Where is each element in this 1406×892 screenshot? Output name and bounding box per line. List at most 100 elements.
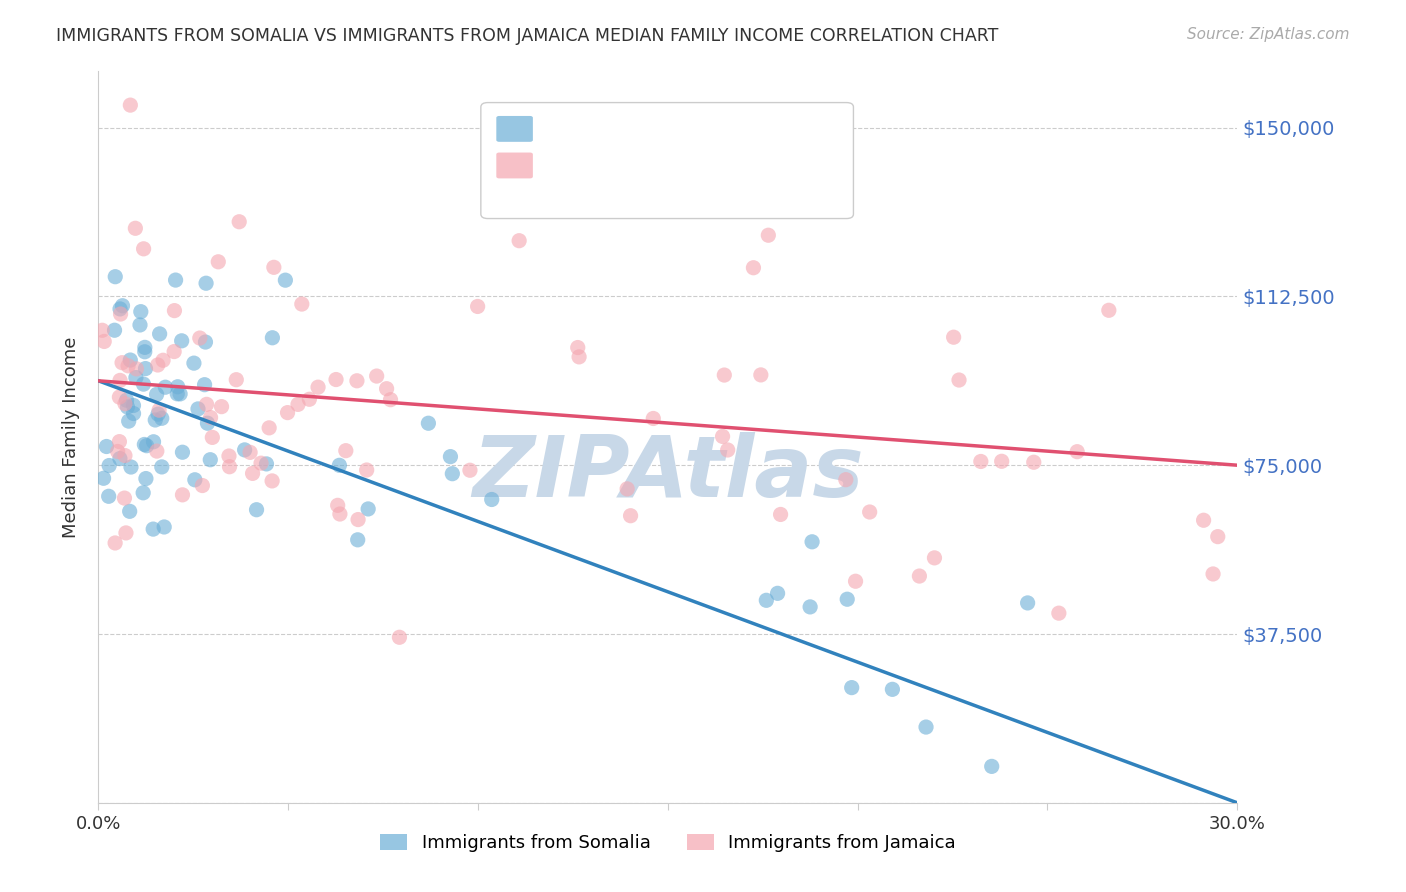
Point (201, 430, 224, 444)
Point (441, 467, 464, 481)
Point (134, 361, 156, 376)
Point (882, 682, 904, 697)
Point (143, 413, 166, 427)
Point (146, 358, 169, 372)
Point (107, 444, 129, 458)
Point (568, 350, 591, 364)
Point (418, 416, 440, 430)
Point (110, 307, 132, 321)
Point (756, 228, 779, 243)
Point (567, 341, 589, 355)
Point (1066, 444, 1088, 458)
Point (439, 450, 461, 464)
Text: IMMIGRANTS FROM SOMALIA VS IMMIGRANTS FROM JAMAICA MEDIAN FAMILY INCOME CORRELAT: IMMIGRANTS FROM SOMALIA VS IMMIGRANTS FR… (56, 27, 998, 45)
Point (148, 403, 170, 417)
Point (616, 482, 638, 496)
Point (1047, 606, 1070, 620)
Point (717, 442, 740, 457)
Point (125, 370, 148, 384)
Point (111, 299, 134, 313)
Point (239, 445, 262, 459)
Point (115, 393, 138, 408)
Point (388, 630, 411, 644)
Point (169, 387, 191, 401)
Point (165, 273, 187, 287)
Point (380, 392, 402, 407)
Point (211, 400, 233, 414)
Point (120, 98, 142, 112)
Point (129, 304, 152, 318)
Point (766, 586, 789, 600)
Point (124, 221, 146, 235)
Point (135, 439, 157, 453)
Point (915, 720, 938, 734)
Point (1022, 455, 1045, 469)
Point (117, 359, 139, 373)
Point (347, 512, 370, 526)
Point (134, 344, 156, 359)
Point (835, 473, 858, 487)
Point (207, 254, 229, 268)
Point (837, 592, 859, 607)
Point (170, 334, 193, 348)
Point (103, 323, 125, 337)
Point (990, 454, 1012, 468)
Point (120, 460, 142, 475)
Point (132, 377, 155, 392)
Point (742, 260, 765, 275)
Point (329, 507, 352, 521)
Point (801, 534, 824, 549)
Point (166, 380, 188, 394)
Point (328, 458, 350, 473)
Point (146, 444, 169, 458)
Point (93, 334, 115, 349)
Point (115, 525, 138, 540)
Point (194, 334, 217, 349)
Point (307, 380, 329, 394)
Point (357, 502, 380, 516)
Point (467, 300, 489, 314)
Point (197, 416, 219, 430)
Point (150, 411, 173, 425)
Point (256, 457, 278, 471)
Point (129, 318, 152, 332)
Point (142, 522, 165, 536)
Point (120, 353, 142, 368)
Point (755, 593, 778, 607)
Point (458, 463, 481, 477)
Text: R = -0.238   N = 89: R = -0.238 N = 89 (538, 156, 716, 174)
Point (225, 373, 247, 387)
Point (125, 362, 148, 376)
Point (134, 437, 156, 451)
Point (163, 344, 186, 359)
Point (93, 471, 115, 485)
Point (111, 356, 134, 370)
Point (942, 330, 965, 344)
Point (335, 443, 357, 458)
Point (108, 434, 131, 449)
Point (287, 397, 309, 411)
Point (98, 458, 121, 473)
Point (163, 303, 186, 318)
Point (135, 472, 157, 486)
Point (713, 368, 735, 382)
Point (195, 277, 218, 291)
Text: R = -0.634   N = 74: R = -0.634 N = 74 (538, 120, 716, 137)
Point (142, 434, 165, 449)
Point (769, 508, 792, 522)
Point (274, 273, 297, 287)
Point (245, 502, 267, 516)
Text: ZIPAtlas: ZIPAtlas (472, 432, 863, 516)
Point (108, 373, 131, 387)
Point (325, 372, 347, 386)
Point (118, 504, 141, 518)
Point (114, 397, 136, 411)
Point (172, 445, 194, 459)
Point (1017, 596, 1039, 610)
Point (859, 505, 882, 519)
Point (218, 459, 240, 474)
Point (346, 533, 368, 547)
Point (218, 449, 240, 463)
Point (366, 369, 388, 384)
Point (187, 401, 209, 416)
